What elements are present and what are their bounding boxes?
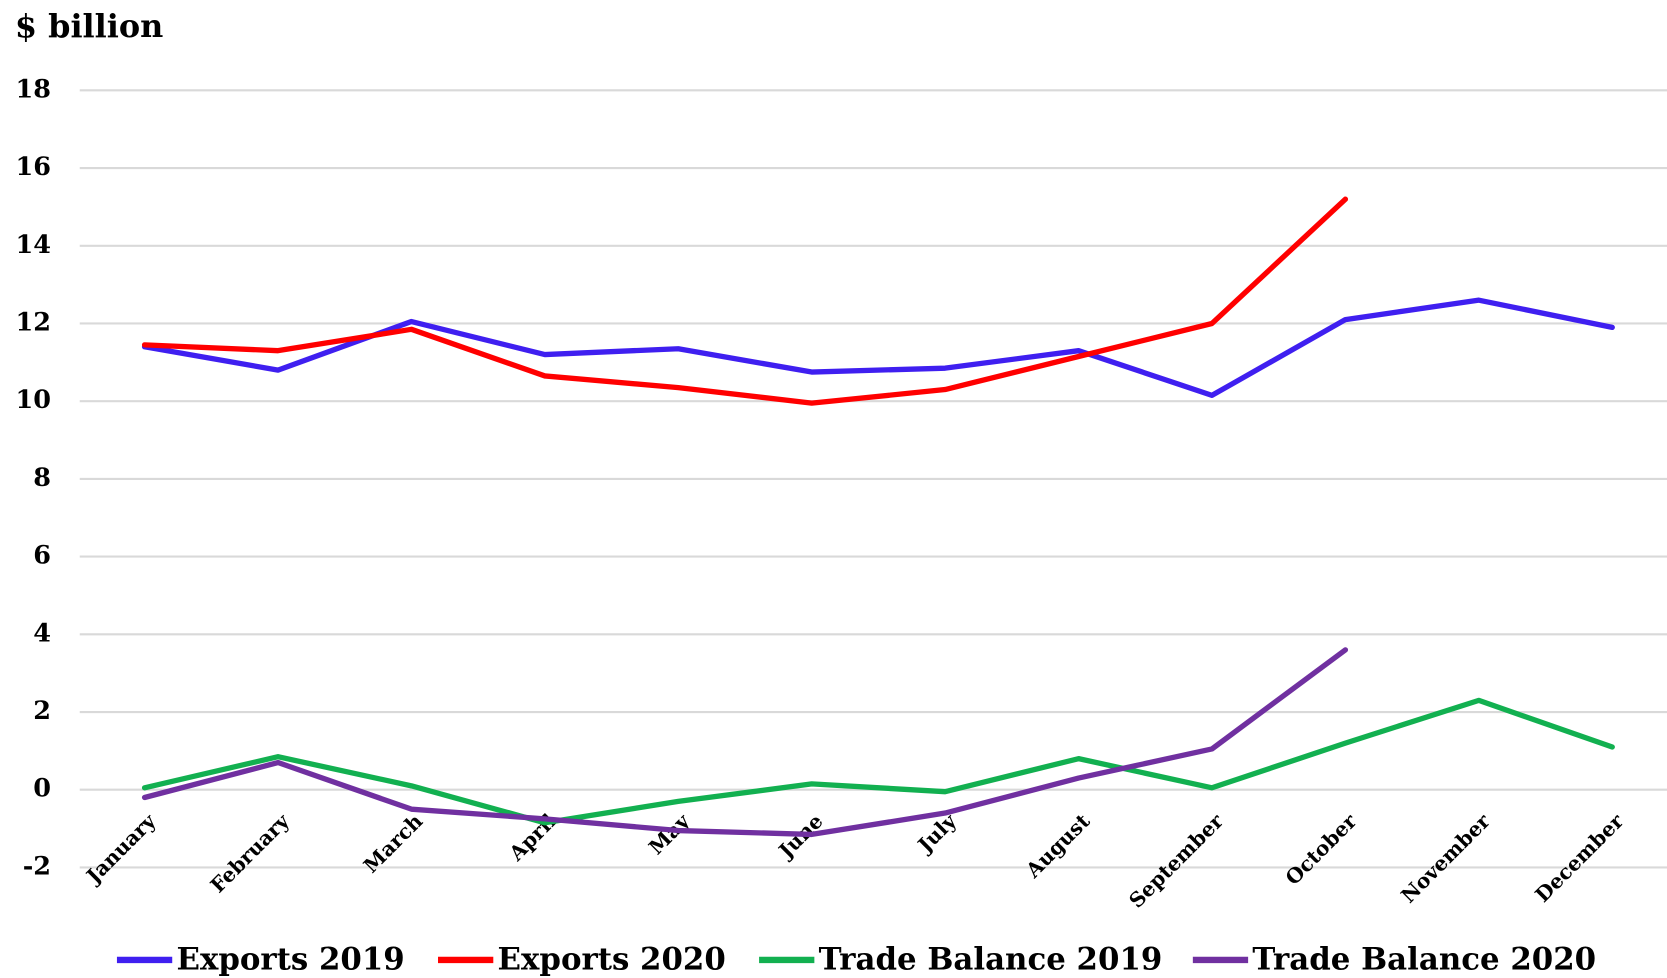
legend-label: Exports 2019 — [176, 941, 404, 977]
series-line — [141, 647, 1349, 838]
series-line — [141, 196, 1349, 406]
legend-label: Exports 2020 — [498, 941, 726, 977]
y-tick-label: 12 — [16, 307, 52, 337]
y-tick-label: 16 — [16, 152, 52, 182]
series-line — [141, 697, 1615, 826]
x-tick-label: January — [80, 808, 161, 889]
y-tick-label: 18 — [16, 74, 52, 104]
y-tick-label: 14 — [16, 230, 52, 260]
x-tick-label: August — [1020, 809, 1095, 884]
x-tick-label: October — [1281, 809, 1362, 890]
y-tick-label: 4 — [33, 618, 51, 648]
y-tick-label: 10 — [16, 385, 52, 415]
series-line — [141, 297, 1615, 399]
legend-label: Trade Balance 2020 — [1252, 941, 1596, 977]
y-tick-label: 8 — [33, 463, 51, 493]
y-tick-label: -2 — [23, 851, 51, 881]
y-tick-label: 0 — [33, 774, 51, 804]
legend-label: Trade Balance 2019 — [819, 941, 1163, 977]
x-tick-label: February — [206, 808, 295, 897]
chart-title: $ billion — [15, 7, 163, 45]
y-tick-label: 6 — [33, 541, 51, 571]
x-tick-label: May — [644, 808, 695, 859]
y-tick-label: 2 — [33, 696, 51, 726]
x-tick-label: September — [1124, 809, 1228, 913]
x-tick-label: December — [1530, 809, 1628, 907]
x-tick-label: November — [1396, 809, 1495, 908]
